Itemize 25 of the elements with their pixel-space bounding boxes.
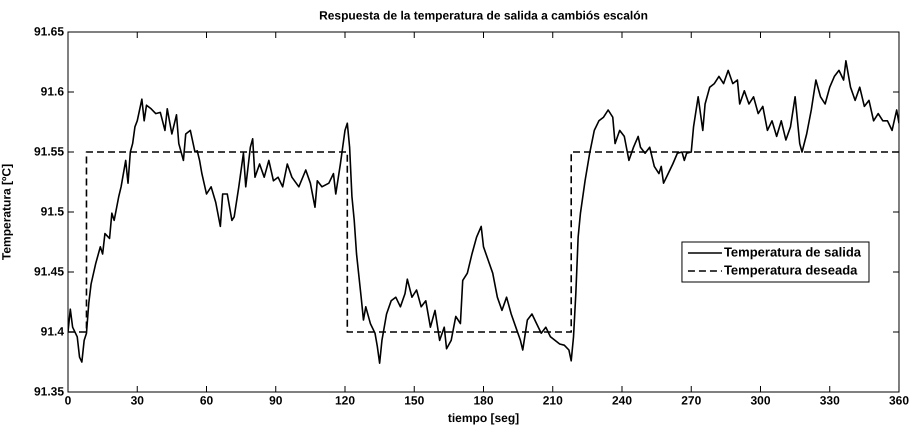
y-tick-label: 91.55 bbox=[34, 144, 64, 158]
chart-title: Respuesta de la temperatura de salida a cambiós escalón bbox=[319, 8, 648, 22]
y-tick-label: 91.35 bbox=[34, 384, 64, 398]
x-tick-label: 180 bbox=[473, 394, 494, 408]
x-tick-label: 270 bbox=[681, 394, 702, 408]
y-tick-label: 91.6 bbox=[40, 84, 64, 98]
y-axis-title: Temperatura [ºC] bbox=[0, 164, 14, 260]
x-tick-label: 150 bbox=[404, 394, 425, 408]
legend-label: Temperatura de salida bbox=[724, 244, 862, 260]
x-tick-label: 0 bbox=[64, 394, 72, 408]
y-tick-label: 91.65 bbox=[34, 24, 64, 38]
y-tick-label: 91.4 bbox=[40, 324, 64, 338]
x-tick-label: 210 bbox=[542, 394, 564, 408]
y-tick-label: 91.5 bbox=[40, 204, 64, 218]
x-tick-label: 240 bbox=[612, 394, 632, 408]
x-tick-label: 330 bbox=[820, 394, 840, 408]
x-tick-label: 300 bbox=[750, 394, 771, 408]
y-tick-label: 91.45 bbox=[34, 264, 64, 278]
x-tick-label: 360 bbox=[888, 394, 910, 408]
x-tick-label: 60 bbox=[200, 394, 214, 408]
x-tick-label: 90 bbox=[269, 394, 283, 408]
x-tick-label: 30 bbox=[130, 394, 144, 408]
x-tick-label: 120 bbox=[334, 394, 356, 408]
x-axis-title: tiempo [seg] bbox=[448, 411, 520, 426]
legend-label: Temperatura deseada bbox=[724, 262, 858, 278]
